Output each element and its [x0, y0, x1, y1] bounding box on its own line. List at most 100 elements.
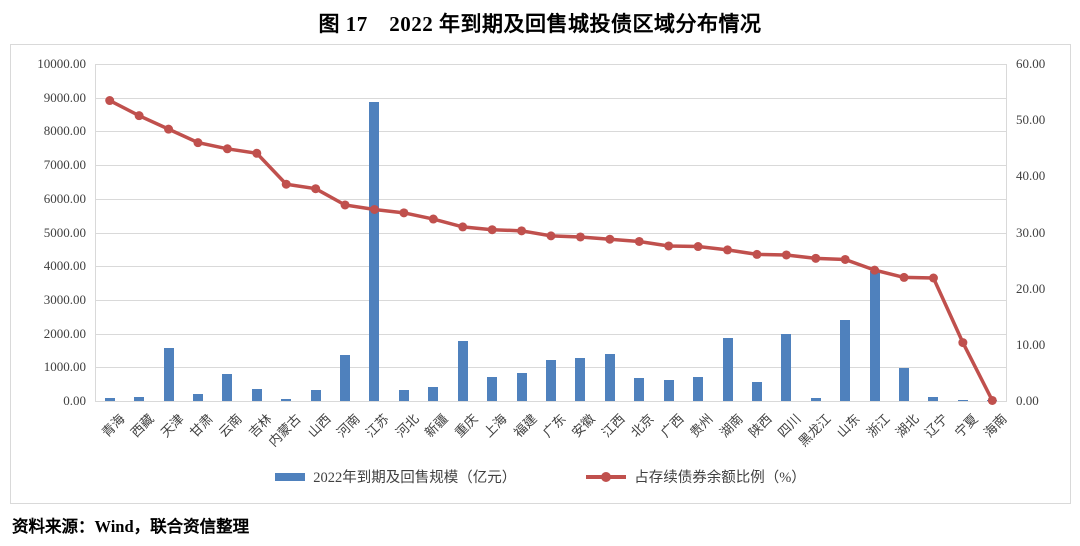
bar-江西	[604, 354, 615, 401]
line-point-海南	[987, 395, 997, 405]
line-point-黑龙江	[811, 253, 821, 263]
right-axis-tick: 0.00	[1016, 393, 1039, 408]
line-point-上海	[487, 225, 497, 235]
x-axis-label: 西藏	[127, 411, 157, 441]
line-point-江西	[605, 234, 615, 244]
gridline	[95, 165, 1007, 167]
line-point-安徽	[575, 232, 585, 242]
source-note: 资料来源：Wind，联合资信整理	[12, 517, 250, 536]
bar-河北	[398, 389, 409, 401]
x-axis-label: 北京	[627, 411, 657, 441]
x-axis-label: 安徽	[569, 411, 599, 441]
gridline	[95, 299, 1007, 301]
x-axis-label: 天津	[157, 411, 187, 441]
line-point-西藏	[134, 111, 144, 121]
x-axis-label: 贵州	[686, 411, 716, 441]
left-axis-tick: 5000.00	[43, 224, 86, 240]
line-swatch-marker	[601, 471, 612, 482]
line-point-湖南	[723, 245, 733, 255]
right-axis-tick: 10.00	[1016, 336, 1046, 352]
line-path	[108, 98, 994, 402]
bar-重庆	[457, 341, 468, 401]
bar-北京	[634, 378, 645, 401]
line-point-湖北	[899, 272, 909, 282]
bar-上海	[487, 377, 498, 401]
x-axis-label: 福建	[510, 411, 540, 441]
bar-河南	[340, 354, 351, 401]
right-axis-tick: 20.00	[1016, 280, 1046, 296]
legend-item-line: 占存续债券余额比例（%）	[586, 466, 806, 487]
line-point-内蒙古	[281, 179, 291, 189]
bar-广西	[663, 380, 674, 401]
gridline	[95, 97, 1007, 99]
left-axis-tick: 3000.00	[43, 291, 86, 307]
bar-天津	[163, 348, 174, 401]
x-axis-label: 湖北	[892, 411, 922, 441]
line-series	[105, 96, 997, 405]
legend-bar-label: 2022年到期及回售规模（亿元）	[313, 470, 517, 486]
chart-title: 图 17 2022 年到期及回售城投债区域分布情况	[318, 12, 762, 36]
line-point-山西	[311, 184, 321, 194]
line-point-辽宁	[928, 273, 938, 283]
line-point-四川	[781, 250, 791, 260]
left-axis-tick: 8000.00	[43, 123, 86, 139]
bar-吉林	[251, 389, 262, 401]
x-axis-label: 内蒙古	[265, 411, 304, 450]
line-point-福建	[517, 226, 527, 236]
line-point-陕西	[752, 249, 762, 259]
x-axis-label: 山西	[304, 411, 334, 441]
bar-陕西	[751, 382, 762, 401]
line-point-贵州	[693, 242, 703, 252]
x-axis-label: 新疆	[422, 411, 452, 441]
plot-border	[1006, 64, 1007, 401]
bar-江苏	[369, 102, 380, 401]
gridline	[95, 266, 1007, 268]
line-point-吉林	[252, 148, 262, 158]
right-axis-tick: 40.00	[1016, 168, 1046, 184]
bar-湖北	[899, 367, 910, 401]
bar-新疆	[428, 386, 439, 401]
line-point-北京	[634, 236, 644, 246]
gridline	[95, 333, 1007, 335]
x-axis-label: 陕西	[745, 411, 775, 441]
x-axis-label: 上海	[480, 411, 510, 441]
plot-area	[95, 64, 1007, 405]
gridline	[95, 198, 1007, 200]
bar-西藏	[134, 396, 145, 401]
chart-area: 0.00 1000.00 2000.00 3000.00 4000.00 5000.00 6…	[10, 44, 1071, 504]
gridline	[95, 401, 1007, 402]
bar-安徽	[575, 357, 586, 401]
legend-line-label: 占存续债券余额比例（%）	[634, 470, 806, 486]
bar-山西	[310, 389, 321, 401]
legend-item-bar: 2022年到期及回售规模（亿元）	[275, 466, 516, 487]
x-axis-label: 山东	[833, 411, 863, 441]
left-axis-tick: 0.00	[63, 393, 86, 408]
bar-宁夏	[957, 400, 968, 401]
line-point-青海	[105, 96, 115, 106]
bar-福建	[516, 372, 527, 401]
left-axis-tick: 4000.00	[43, 258, 86, 274]
x-axis-label: 湖南	[716, 411, 746, 441]
bar-辽宁	[928, 397, 939, 401]
line-point-河南	[340, 200, 350, 210]
bar-黑龙江	[810, 397, 821, 401]
bar-贵州	[693, 376, 704, 401]
x-axis-label: 辽宁	[922, 411, 952, 441]
x-axis-label: 广西	[657, 411, 687, 441]
gridline	[95, 64, 1007, 65]
x-axis-label: 浙江	[863, 411, 893, 441]
line-point-新疆	[428, 214, 438, 224]
bar-甘肃	[192, 394, 203, 401]
bar-浙江	[869, 271, 880, 401]
right-axis-tick: 60.00	[1016, 56, 1046, 71]
right-axis-tick: 50.00	[1016, 112, 1046, 128]
bar-内蒙古	[281, 398, 292, 401]
left-axis-tick: 6000.00	[43, 190, 86, 206]
gridline	[95, 131, 1007, 133]
bar-四川	[781, 334, 792, 401]
right-axis-tick: 30.00	[1016, 224, 1046, 240]
line-point-广西	[664, 241, 674, 251]
x-axis-label: 河北	[392, 411, 422, 441]
x-axis-label: 广东	[539, 411, 569, 441]
left-axis-tick: 2000.00	[43, 325, 86, 341]
